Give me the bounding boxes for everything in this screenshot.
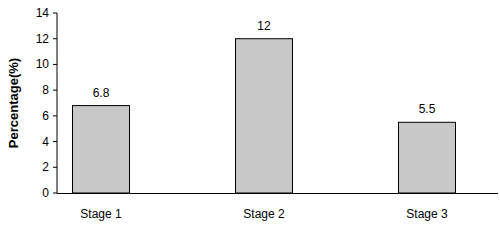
data-label: 6.8 (93, 86, 110, 100)
y-tick-label: 12 (36, 32, 50, 46)
chart-container: 6.8 12 5.5 0 2 4 6 8 10 12 14 Stage 1 Stage 2 Stage 3… (0, 0, 500, 226)
bar (73, 106, 130, 193)
y-tick-label: 10 (36, 57, 50, 71)
chart-svg: 6.8 12 5.5 0 2 4 6 8 10 12 14 Stage 1 Stage 2 Stage 3… (0, 0, 500, 226)
y-tick-label: 14 (36, 6, 50, 20)
y-tick-label: 6 (42, 109, 49, 123)
bars (73, 39, 456, 193)
y-tick (53, 115, 57, 116)
x-tick-label: Stage 2 (243, 207, 285, 221)
y-tick (53, 141, 57, 142)
x-tick-label: Stage 3 (406, 207, 448, 221)
y-tick-label: 2 (42, 160, 49, 174)
y-tick (53, 13, 57, 14)
y-tick (53, 38, 57, 39)
y-axis-label: Percentage(%) (6, 58, 21, 148)
y-tick (53, 167, 57, 168)
x-axis-line (57, 193, 498, 194)
y-tick-label: 8 (42, 83, 49, 97)
y-tick-label: 0 (42, 186, 49, 200)
y-tick-label: 4 (42, 135, 49, 149)
y-tick (53, 90, 57, 91)
y-tick (53, 193, 57, 194)
data-label: 5.5 (419, 102, 436, 116)
x-tick-label: Stage 1 (80, 207, 122, 221)
data-label: 12 (257, 19, 271, 33)
y-tick (53, 64, 57, 65)
y-axis-line (57, 13, 58, 193)
bar (236, 39, 293, 193)
bar (399, 122, 456, 193)
